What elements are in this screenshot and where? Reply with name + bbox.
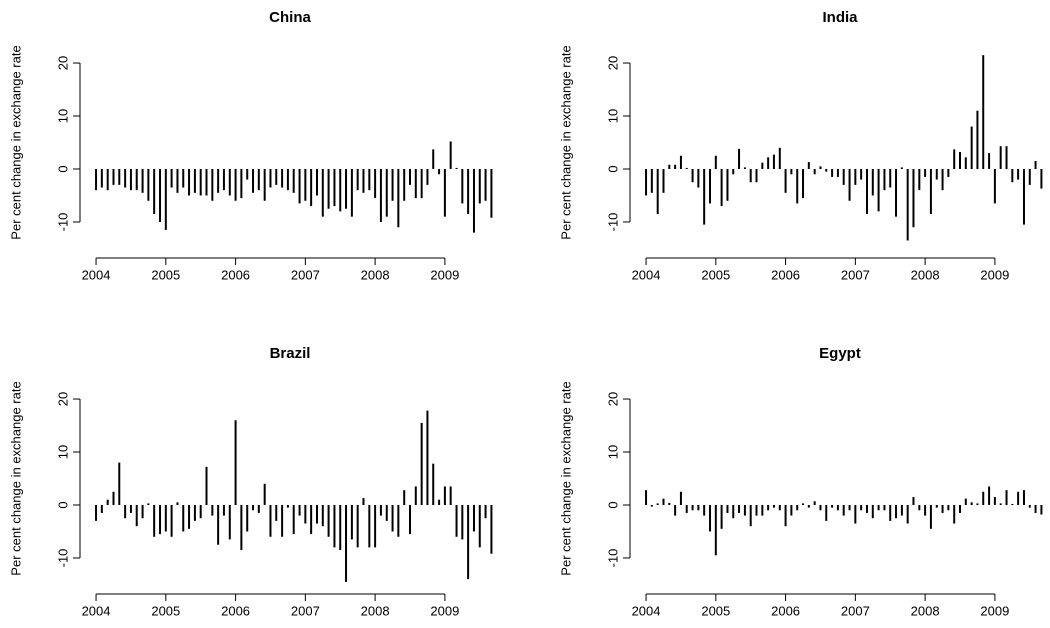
panel: Brazil Per cent change in exchange rate -1… <box>8 345 493 618</box>
y-tick-label: 0 <box>605 501 620 508</box>
y-tick-label: -10 <box>55 549 70 568</box>
x-tick-label: 2005 <box>151 267 180 282</box>
y-axis-label: Per cent change in exchange rate <box>558 381 573 575</box>
y-tick-label: 20 <box>55 392 70 406</box>
x-tick-label: 2008 <box>361 267 390 282</box>
x-tick-label: 2009 <box>980 267 1009 282</box>
y-tick-label: 10 <box>55 445 70 459</box>
panel-title: China <box>269 9 311 26</box>
panel: Egypt Per cent change in exchange rate -10… <box>558 345 1043 618</box>
x-tick-label: 2004 <box>82 603 111 618</box>
x-tick-label: 2008 <box>361 603 390 618</box>
x-tick-label: 2005 <box>701 603 730 618</box>
panel-title: India <box>822 9 858 26</box>
y-axis-label: Per cent change in exchange rate <box>8 45 23 239</box>
y-axis-label: Per cent change in exchange rate <box>558 45 573 239</box>
y-tick-label: 20 <box>605 56 620 70</box>
x-tick-label: 2009 <box>980 603 1009 618</box>
y-tick-label: 20 <box>605 392 620 406</box>
x-tick-label: 2004 <box>632 267 661 282</box>
x-tick-label: 2008 <box>911 267 940 282</box>
panel: China Per cent change in exchange rate -10… <box>8 9 493 282</box>
x-tick-label: 2007 <box>291 267 320 282</box>
x-tick-label: 2006 <box>771 267 800 282</box>
y-tick-label: 20 <box>55 56 70 70</box>
y-axis-label: Per cent change in exchange rate <box>8 381 23 575</box>
x-tick-label: 2006 <box>221 603 250 618</box>
x-tick-label: 2008 <box>911 603 940 618</box>
x-tick-label: 2009 <box>430 267 459 282</box>
x-tick-label: 2007 <box>841 603 870 618</box>
y-tick-label: 0 <box>605 165 620 172</box>
panel-title: Brazil <box>270 345 311 362</box>
x-tick-label: 2006 <box>771 603 800 618</box>
x-tick-label: 2007 <box>841 267 870 282</box>
y-tick-label: 0 <box>55 165 70 172</box>
y-tick-label: 0 <box>55 501 70 508</box>
panel: India Per cent change in exchange rate -10… <box>558 9 1043 282</box>
x-tick-label: 2007 <box>291 603 320 618</box>
x-tick-label: 2006 <box>221 267 250 282</box>
x-tick-label: 2005 <box>151 603 180 618</box>
x-tick-label: 2004 <box>632 603 661 618</box>
y-tick-label: 10 <box>55 109 70 123</box>
y-tick-label: 10 <box>605 445 620 459</box>
y-tick-label: -10 <box>605 549 620 568</box>
x-tick-label: 2009 <box>430 603 459 618</box>
y-tick-label: -10 <box>55 213 70 232</box>
y-tick-label: -10 <box>605 213 620 232</box>
panel-title: Egypt <box>819 345 861 362</box>
y-tick-label: 10 <box>605 109 620 123</box>
x-tick-label: 2004 <box>82 267 111 282</box>
x-tick-label: 2005 <box>701 267 730 282</box>
